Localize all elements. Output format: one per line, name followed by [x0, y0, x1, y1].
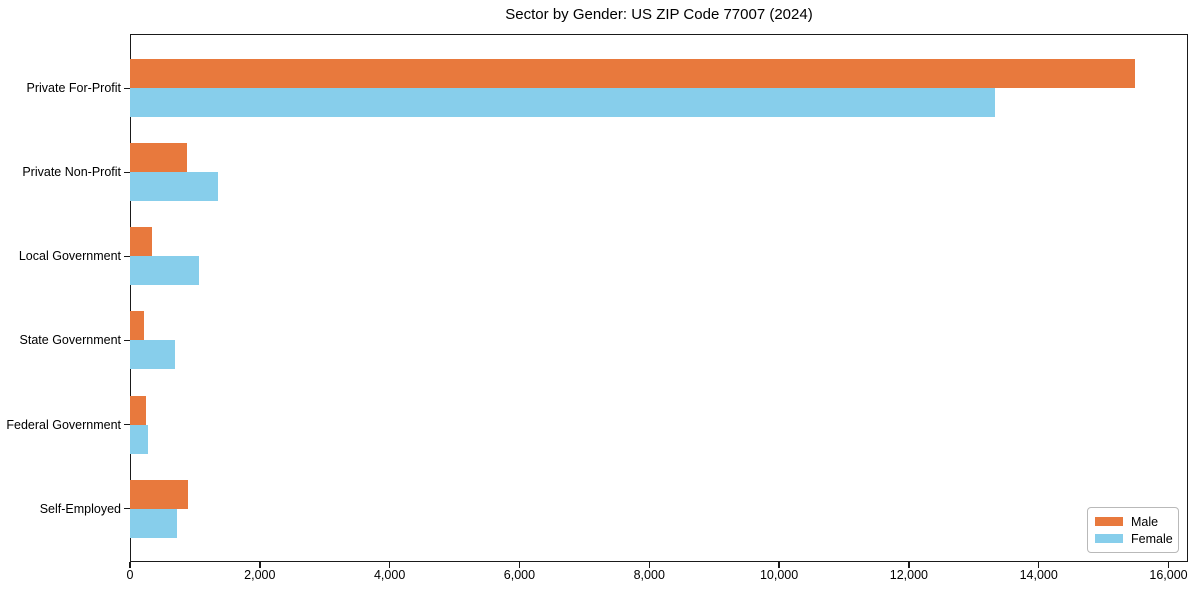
x-tick-label-14-000: 14,000 [1019, 568, 1058, 582]
x-axis-tick [1167, 562, 1170, 568]
x-axis-tick [129, 562, 131, 568]
bar-female-private-for-profit [130, 88, 995, 118]
x-tick-label-8-000: 8,000 [633, 568, 665, 582]
y-axis-tick [124, 255, 130, 258]
x-tick-label-16-000: 16,000 [1149, 568, 1188, 582]
category-label-private-non-profit: Private Non-Profit [22, 165, 121, 180]
bar-male-self-employed [130, 479, 188, 509]
x-tick-label-0: 0 [126, 568, 134, 582]
legend-item-female: Female [1095, 531, 1173, 546]
plot-area [130, 34, 1188, 562]
legend-swatch-male [1095, 517, 1123, 526]
bar-male-state-government [130, 311, 144, 341]
x-tick-label-12-000: 12,000 [889, 568, 929, 582]
category-label-self-employed: Self-Employed [39, 501, 121, 516]
x-tick-label-4-000: 4,000 [373, 568, 406, 582]
x-axis-tick [388, 562, 391, 568]
bar-male-local-government [130, 227, 152, 257]
bar-female-federal-government [130, 424, 148, 454]
bar-female-self-employed [130, 508, 177, 538]
category-label-state-government: State Government [19, 333, 121, 348]
y-axis-tick [124, 507, 130, 510]
legend-item-male: Male [1095, 515, 1170, 529]
category-label-private-for-profit: Private For-Profit [26, 81, 121, 96]
bar-male-private-non-profit [130, 143, 187, 173]
legend-label-male: Male [1131, 514, 1159, 529]
x-axis-tick [259, 562, 261, 568]
bar-female-private-non-profit [130, 172, 218, 202]
y-axis-tick [124, 423, 130, 426]
legend: Male Female [1087, 507, 1179, 553]
x-tick-label-6-000: 6,000 [503, 568, 536, 582]
x-tick-label-2-000: 2,000 [244, 568, 276, 582]
x-axis-tick [518, 562, 521, 568]
chart-title: Sector by Gender: US ZIP Code 77007 (202… [505, 6, 813, 23]
legend-swatch-female [1095, 534, 1123, 543]
legend-label-female: Female [1131, 531, 1173, 546]
bar-female-local-government [130, 256, 199, 286]
x-axis-tick [648, 562, 650, 568]
x-axis-tick [1037, 562, 1040, 568]
y-axis-tick [124, 339, 130, 342]
x-axis-tick [778, 562, 780, 568]
x-tick-label-10-000: 10,000 [759, 568, 799, 582]
y-axis-tick [124, 87, 130, 90]
category-label-local-government: Local Government [18, 249, 121, 264]
bar-female-state-government [130, 340, 175, 370]
bar-male-private-for-profit [130, 59, 1135, 89]
y-axis-tick [124, 171, 130, 174]
bar-male-federal-government [130, 395, 146, 425]
x-axis-tick [908, 562, 910, 568]
category-label-federal-government: Federal Government [6, 417, 121, 432]
